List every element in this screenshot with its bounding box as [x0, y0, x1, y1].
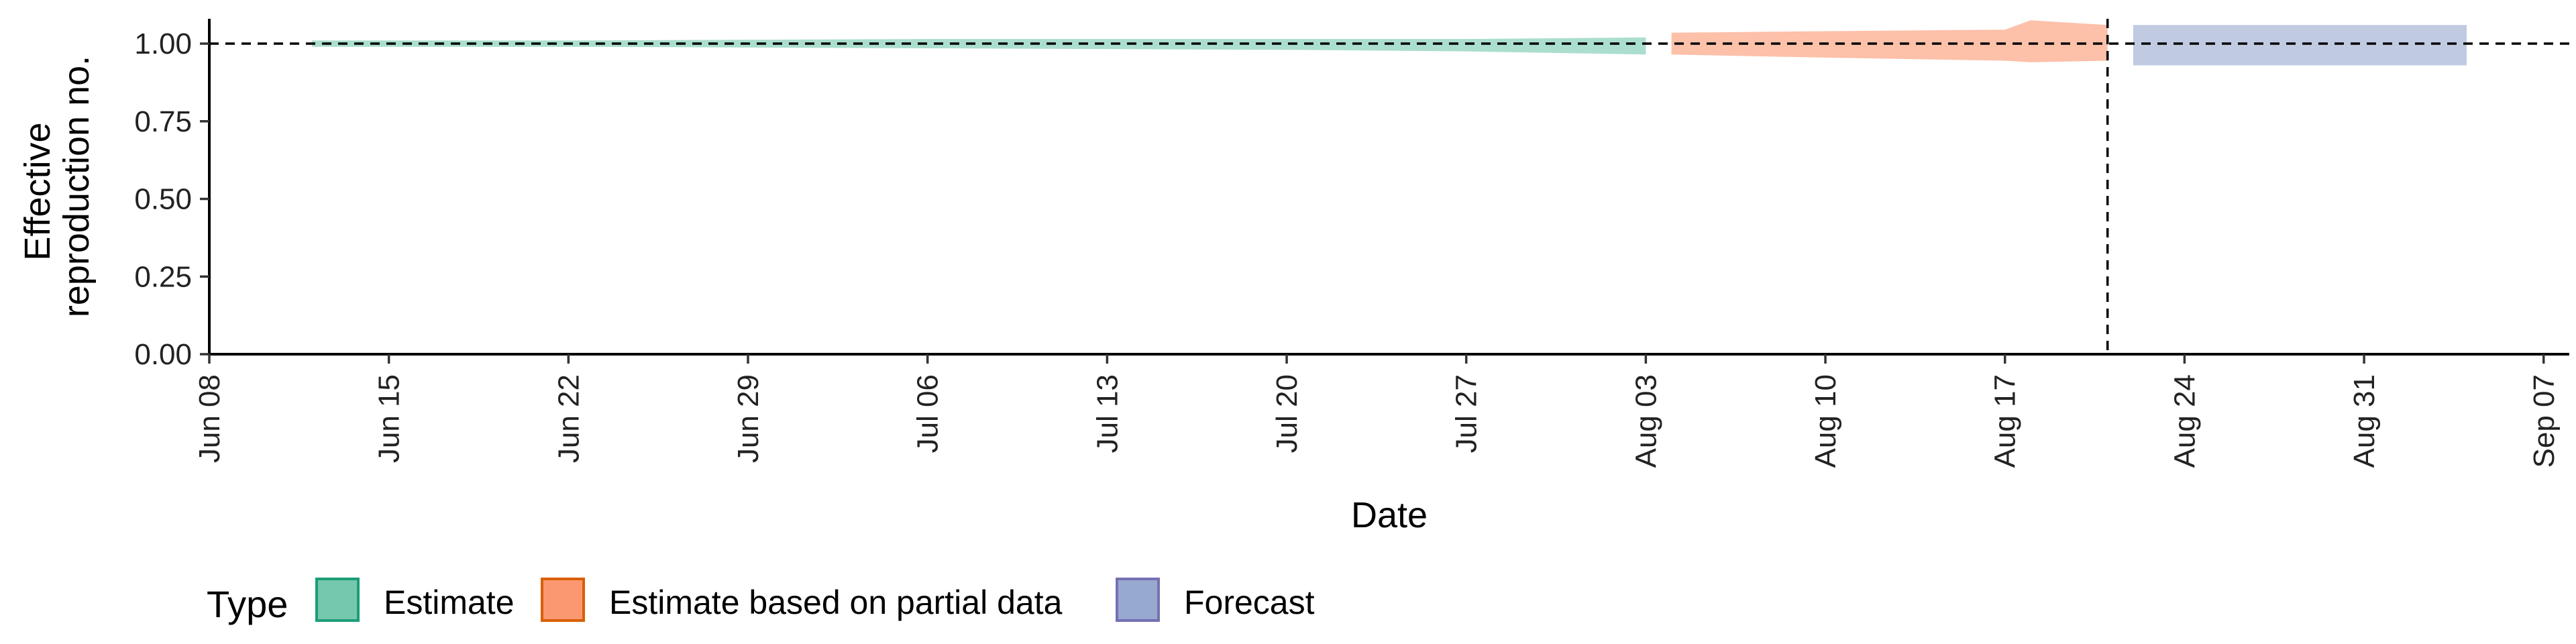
x-tick-label: Jun 29 [732, 374, 765, 463]
x-tick-label: Aug 24 [2168, 374, 2201, 468]
y-axis-ticks: 0.00 0.25 0.50 0.75 1.00 [134, 28, 209, 371]
x-tick-label: Jul 27 [1450, 374, 1483, 453]
x-tick-label: Aug 17 [1989, 374, 2022, 468]
y-axis-title-line-1: Effective [17, 122, 58, 260]
legend-label: Estimate based on partial data [609, 584, 1063, 621]
x-tick-label: Jul 06 [912, 374, 945, 453]
legend-title: Type [207, 583, 288, 625]
x-tick-label: Jul 13 [1091, 374, 1124, 453]
ribbon-estimate-based-on-partial-data [1671, 20, 2108, 62]
y-tick-label: 0.00 [134, 338, 192, 371]
x-axis-title: Date [1351, 495, 1428, 535]
y-tick-label: 0.25 [134, 260, 192, 293]
axes [208, 19, 2569, 356]
y-tick-label: 0.50 [134, 183, 192, 216]
x-tick-label: Aug 03 [1629, 374, 1662, 468]
x-tick-label: Jun 22 [552, 374, 585, 463]
legend: Type Estimate Estimate based on partial d… [207, 578, 1315, 625]
y-tick-label: 0.75 [134, 105, 192, 138]
ribbon-layer [312, 20, 2467, 66]
x-tick-label: Aug 31 [2348, 374, 2381, 468]
legend-key-forecast [1116, 578, 1160, 622]
reference-lines [209, 19, 2569, 354]
y-axis-title: Effective reproduction no. [17, 56, 97, 317]
legend-label: Estimate [384, 584, 515, 621]
x-tick-label: Aug 10 [1809, 374, 1842, 468]
x-tick-label: Sep 07 [2528, 374, 2561, 468]
legend-key-estimate [315, 578, 360, 622]
y-tick-label: 1.00 [134, 28, 192, 60]
x-tick-label: Jul 20 [1271, 374, 1303, 453]
ribbon-estimate [312, 37, 1646, 55]
ribbon-forecast [2133, 25, 2467, 66]
x-tick-label: Jun 15 [373, 374, 406, 463]
y-axis-title-line-2: reproduction no. [56, 56, 97, 317]
legend-label: Forecast [1184, 584, 1315, 621]
legend-key-estimate-based-on-partial-data [541, 578, 585, 622]
x-axis-ticks: Jun 08 Jun 15 Jun 22 Jun 29 Jul 06 Jul 13 Jul … [193, 354, 2561, 468]
x-tick-label: Jun 08 [193, 374, 226, 463]
